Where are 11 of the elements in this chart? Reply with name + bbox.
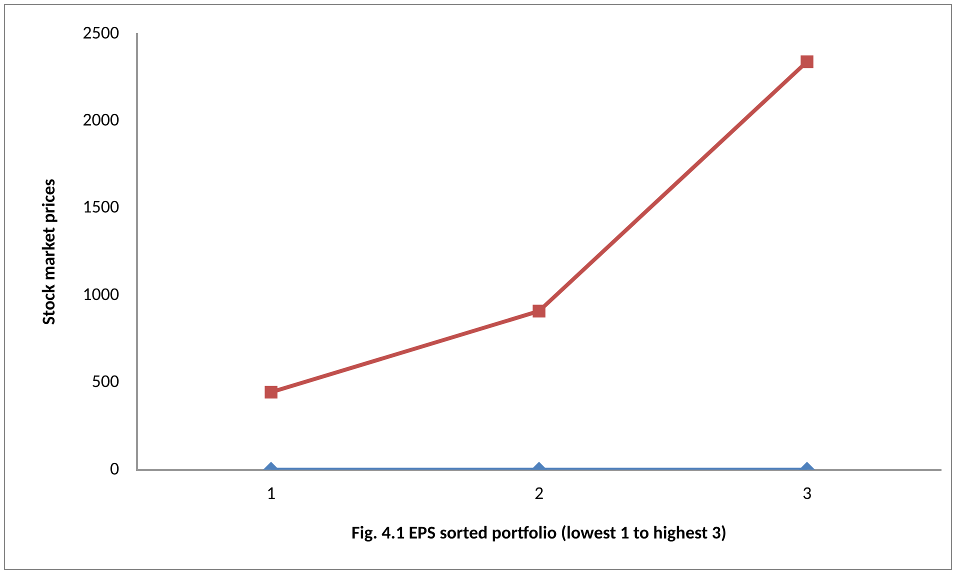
x-tick-label: 2 [534, 482, 544, 504]
y-tick-label: 0 [110, 457, 120, 480]
y-tick-label: 500 [92, 370, 120, 392]
y-tick-label: 2000 [82, 108, 120, 130]
y-tick-label: 1000 [82, 282, 120, 305]
y-axis-title: Stock market prices [37, 178, 60, 325]
y-tick-label: 1500 [82, 196, 120, 218]
x-axis-title: Fig. 4.1 EPS sorted portfolio (lowest 1 to highest 3) [352, 522, 727, 544]
x-tick-label: 3 [802, 482, 812, 504]
y-tick-label: 2500 [82, 21, 120, 44]
x-tick-label: 1 [266, 482, 276, 504]
